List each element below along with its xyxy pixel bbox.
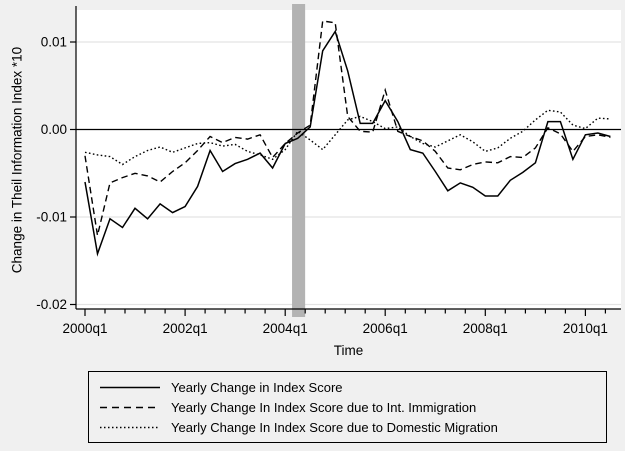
x-tick-label: 2002q1 (163, 321, 208, 336)
dotted-line-icon (100, 426, 160, 428)
x-tick-label: 2000q1 (62, 321, 107, 336)
y-tick-label: -0.01 (36, 210, 67, 225)
legend-entry: Yearly Change In Index Score due to Int.… (100, 399, 606, 416)
x-tick-label: 2004q1 (263, 321, 308, 336)
legend-label-domestic-migration: Yearly Change In Index Score due to Dome… (171, 419, 498, 435)
legend-label-total: Yearly Change in Index Score (171, 379, 343, 395)
legend-label-int-immigration: Yearly Change In Index Score due to Int.… (171, 399, 477, 415)
x-tick-label: 2008q1 (463, 321, 508, 336)
y-tick-label: 0.01 (41, 35, 67, 50)
legend: Yearly Change in Index Score Yearly Chan… (88, 371, 607, 443)
dashed-line-icon (100, 406, 160, 408)
plot-background (76, 10, 621, 309)
series-dotted (84, 109, 611, 166)
x-tick-label: 2010q1 (563, 321, 608, 336)
y-axis-title: Change in Theil Information Index *10 (9, 46, 25, 274)
solid-line-icon (100, 386, 160, 388)
legend-entry: Yearly Change In Index Score due to Dome… (100, 419, 606, 436)
event-highlight-band (292, 4, 306, 317)
y-tick-label: 0.00 (41, 122, 67, 137)
series-dashed (84, 20, 611, 236)
series-solid (84, 29, 611, 257)
y-tick-label: -0.02 (36, 297, 67, 312)
x-axis-title: Time (333, 343, 364, 358)
legend-entry: Yearly Change in Index Score (100, 379, 606, 396)
x-tick-label: 2006q1 (363, 321, 408, 336)
